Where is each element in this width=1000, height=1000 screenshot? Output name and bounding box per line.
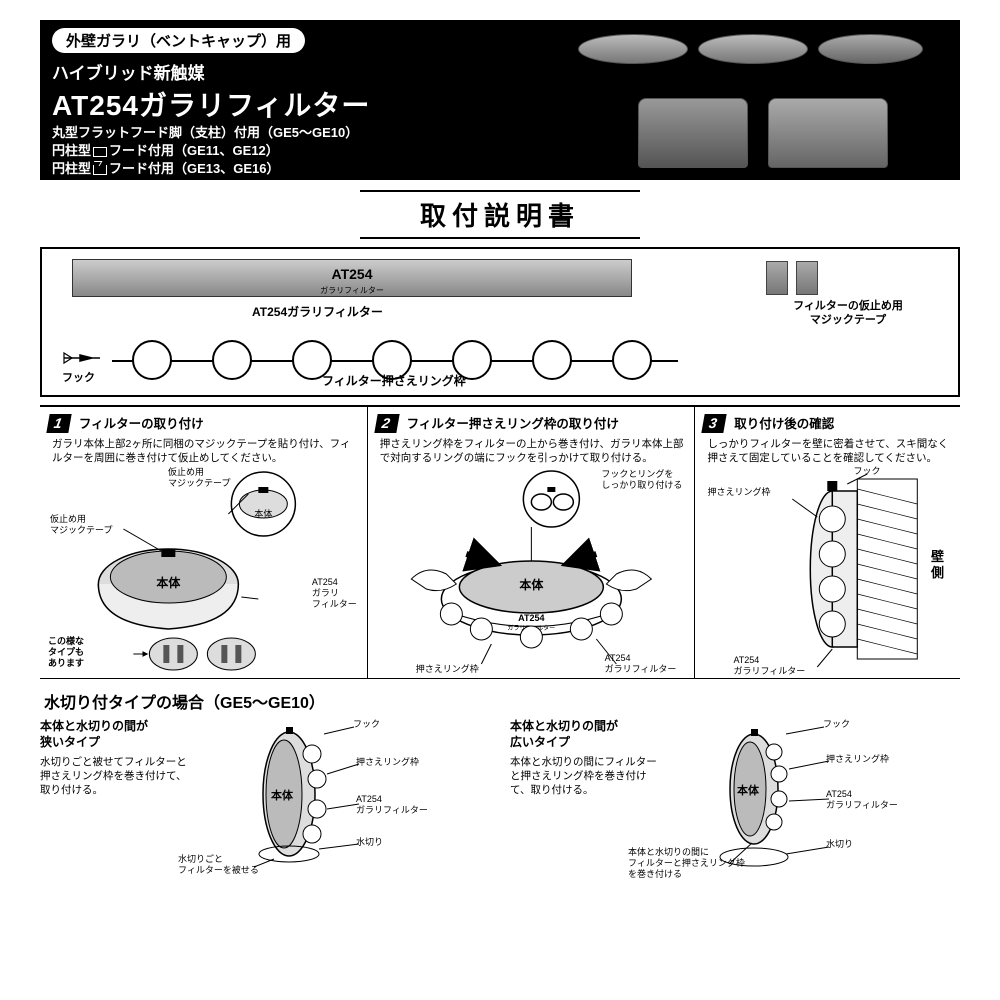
step-1-badge: 1 bbox=[46, 414, 71, 433]
title-wrap: 取付説明書 bbox=[40, 190, 960, 239]
step-2-diagram: 本体 AT254 ガラリフィルター bbox=[376, 469, 687, 674]
filter-strip-title: AT254 bbox=[73, 266, 631, 282]
header-line1: 丸型フラットフード脚（支柱）付用（GE5～GE10） bbox=[52, 124, 568, 142]
filter-strip-sub: ガラリフィルター bbox=[320, 286, 384, 295]
step-3-badge: 3 bbox=[702, 414, 727, 433]
step2-hook-label: フックとリングを しっかり取り付ける bbox=[601, 469, 682, 491]
br-drain: 水切り bbox=[826, 839, 853, 850]
step-2-badge: 2 bbox=[374, 414, 399, 433]
bottom-right-diagram: 本体 フック 押さえリング枠 AT254 ガラリフィルター 水切り bbox=[668, 719, 960, 869]
velcro-piece-a bbox=[766, 261, 788, 295]
velcro-label: フィルターの仮止め用 マジックテープ bbox=[768, 299, 928, 328]
bottom-right: 本体と水切りの間が 広いタイプ 本体と水切りの間にフィルターと押さえリング枠を巻… bbox=[510, 719, 960, 869]
step-3-diagram: 押さえリング枠 フック 壁 側 AT254 ガラリフィルター bbox=[703, 469, 952, 674]
step-2-body: 押さえリング枠をフィルターの上から巻き付け、ガラリ本体上部で対向するリングの端に… bbox=[380, 437, 687, 465]
hood-icon-flat bbox=[93, 147, 107, 157]
filter-strip: AT254 ガラリフィルター bbox=[72, 259, 632, 297]
velcro-piece-b bbox=[796, 261, 818, 295]
step3-wall-label: 壁 側 bbox=[931, 549, 944, 580]
bl-hook: フック bbox=[353, 719, 380, 730]
br-body: 本体 bbox=[737, 783, 760, 797]
step-1: 1 フィルターの取り付け ガラリ本体上部2ヶ所に同梱のマジックテープを貼り付け、… bbox=[40, 407, 368, 678]
header-line3b: フード付用（GE13、GE16） bbox=[109, 161, 280, 176]
bl-note: 水切りごと フィルターを被せる bbox=[178, 854, 259, 876]
bottom-left-text: 本体と水切りの間が 狭いタイプ 水切りごと被せてフィルターと押さえリング枠を巻き… bbox=[40, 719, 190, 869]
ring-1 bbox=[132, 340, 172, 380]
ventcap-photo-2 bbox=[698, 34, 808, 64]
hook-label: フック bbox=[62, 369, 95, 385]
step3-at254-label: AT254 ガラリフィルター bbox=[733, 655, 805, 677]
bottom-row: 本体と水切りの間が 狭いタイプ 水切りごと被せてフィルターと押さえリング枠を巻き… bbox=[40, 719, 960, 869]
ventcap-photo-5 bbox=[768, 98, 888, 168]
step-3-body: しっかりフィルターを壁に密着させて、スキ間なく押さえて固定していることを確認して… bbox=[707, 437, 952, 465]
step2-at254-label: AT254 ガラリフィルター bbox=[605, 653, 677, 675]
step-3-title: 取り付け後の確認 bbox=[734, 417, 834, 431]
header-product-photos bbox=[568, 28, 948, 172]
header-line3: 円柱型 フード付用（GE13、GE16） bbox=[52, 160, 568, 178]
br-hook: フック bbox=[823, 719, 850, 730]
header-sub1: ハイブリッド新触媒 bbox=[52, 59, 568, 84]
ventcap-photo-1 bbox=[578, 34, 688, 64]
step1-velcro-label: 仮止め用 マジックテープ bbox=[50, 514, 112, 536]
steps-row: 1 フィルターの取り付け ガラリ本体上部2ヶ所に同梱のマジックテープを貼り付け、… bbox=[40, 405, 960, 679]
bottom-left-body: 水切りごと被せてフィルターと押さえリング枠を巻き付けて、取り付ける。 bbox=[40, 755, 190, 798]
bottom-section-title: 水切り付タイプの場合（GE5～GE10） bbox=[44, 689, 960, 713]
header-pill: 外壁ガラリ（ベントキャップ）用 bbox=[52, 28, 305, 53]
filter-strip-label: AT254ガラリフィルター bbox=[252, 303, 383, 320]
header-line2b: フード付用（GE11、GE12） bbox=[109, 143, 279, 158]
step-3: 3 取り付け後の確認 しっかりフィルターを壁に密着させて、スキ間なく押さえて固定… bbox=[695, 407, 960, 678]
step-1-svg: 本体 本体 bbox=[48, 469, 359, 674]
step-2-title: フィルター押さえリング枠の取り付け bbox=[407, 417, 619, 431]
step-1-title: フィルターの取り付け bbox=[79, 417, 204, 431]
step-1-diagram: 本体 本体 bbox=[48, 469, 359, 674]
header-main: AT254ガラリフィルター bbox=[52, 84, 568, 124]
parts-diagram: AT254 ガラリフィルター AT254ガラリフィルター フィルターの仮止め用 … bbox=[40, 247, 960, 397]
document-title: 取付説明書 bbox=[360, 190, 640, 239]
step2-ring-label: 押さえリング枠 bbox=[416, 664, 479, 675]
header-text: 外壁ガラリ（ベントキャップ）用 ハイブリッド新触媒 AT254ガラリフィルター … bbox=[52, 28, 568, 172]
header-line2a: 円柱型 bbox=[52, 143, 91, 158]
bottom-left-heading: 本体と水切りの間が 狭いタイプ bbox=[40, 719, 190, 750]
bl-ring: 押さえリング枠 bbox=[356, 757, 419, 768]
bottom-left: 本体と水切りの間が 狭いタイプ 水切りごと被せてフィルターと押さえリング枠を巻き… bbox=[40, 719, 490, 869]
step-2-svg: 本体 AT254 ガラリフィルター bbox=[376, 469, 687, 674]
bottom-left-diagram: 本体 フック 押さえリング枠 AT254 ガラリフィルター 水切り bbox=[198, 719, 490, 869]
step1-velcro-label2: 仮止め用 マジックテープ bbox=[168, 467, 230, 489]
bl-drain: 水切り bbox=[356, 837, 383, 848]
ring-6 bbox=[532, 340, 572, 380]
hood-icon-angled bbox=[93, 165, 107, 175]
ventcap-photo-4 bbox=[638, 98, 748, 168]
step3-ring-label: 押さえリング枠 bbox=[707, 487, 770, 498]
step3-hook-label: フック bbox=[853, 466, 880, 477]
header-line3a: 円柱型 bbox=[52, 161, 91, 176]
step1-at254-label: AT254 ガラリ フィルター bbox=[312, 577, 357, 609]
step-1-body: ガラリ本体上部2ヶ所に同梱のマジックテープを貼り付け、フィルターを周囲に巻き付け… bbox=[52, 437, 359, 465]
step-3-svg bbox=[703, 469, 952, 674]
ring-frame-label: フィルター押さえリング枠 bbox=[322, 372, 466, 389]
step1-inset-body-label: 本体 bbox=[254, 508, 272, 519]
ventcap-photo-3 bbox=[818, 34, 923, 64]
header-band: 外壁ガラリ（ベントキャップ）用 ハイブリッド新触媒 AT254ガラリフィルター … bbox=[40, 20, 960, 180]
bottom-right-heading: 本体と水切りの間が 広いタイプ bbox=[510, 719, 660, 750]
header-line2: 円柱型 フード付用（GE11、GE12） bbox=[52, 142, 568, 160]
bottom-right-body: 本体と水切りの間にフィルターと押さえリング枠を巻き付けて、取り付ける。 bbox=[510, 755, 660, 798]
br-at254: AT254 ガラリフィルター bbox=[826, 789, 898, 811]
br-ring: 押さえリング枠 bbox=[826, 754, 889, 765]
step1-body-label: 本体 bbox=[156, 575, 181, 590]
step-2: 2 フィルター押さえリング枠の取り付け 押さえリング枠をフィルターの上から巻き付… bbox=[368, 407, 696, 678]
bl-body: 本体 bbox=[271, 788, 294, 802]
step1-note-label: この様な タイプも あります bbox=[48, 636, 84, 668]
ring-2 bbox=[212, 340, 252, 380]
ring-7 bbox=[612, 340, 652, 380]
hook-icon bbox=[62, 351, 102, 365]
step2-at254strip: AT254 bbox=[518, 613, 544, 623]
ring-frame-row: フック フィルター押さえリング枠 bbox=[62, 335, 938, 387]
page: 外壁ガラリ（ベントキャップ）用 ハイブリッド新触媒 AT254ガラリフィルター … bbox=[0, 0, 1000, 889]
br-note: 本体と水切りの間に フィルターと押さえリング枠 を巻き付ける bbox=[628, 847, 745, 879]
bottom-left-svg: 本体 bbox=[198, 719, 490, 869]
step2-body-label: 本体 bbox=[519, 577, 544, 592]
bl-at254: AT254 ガラリフィルター bbox=[356, 794, 428, 816]
